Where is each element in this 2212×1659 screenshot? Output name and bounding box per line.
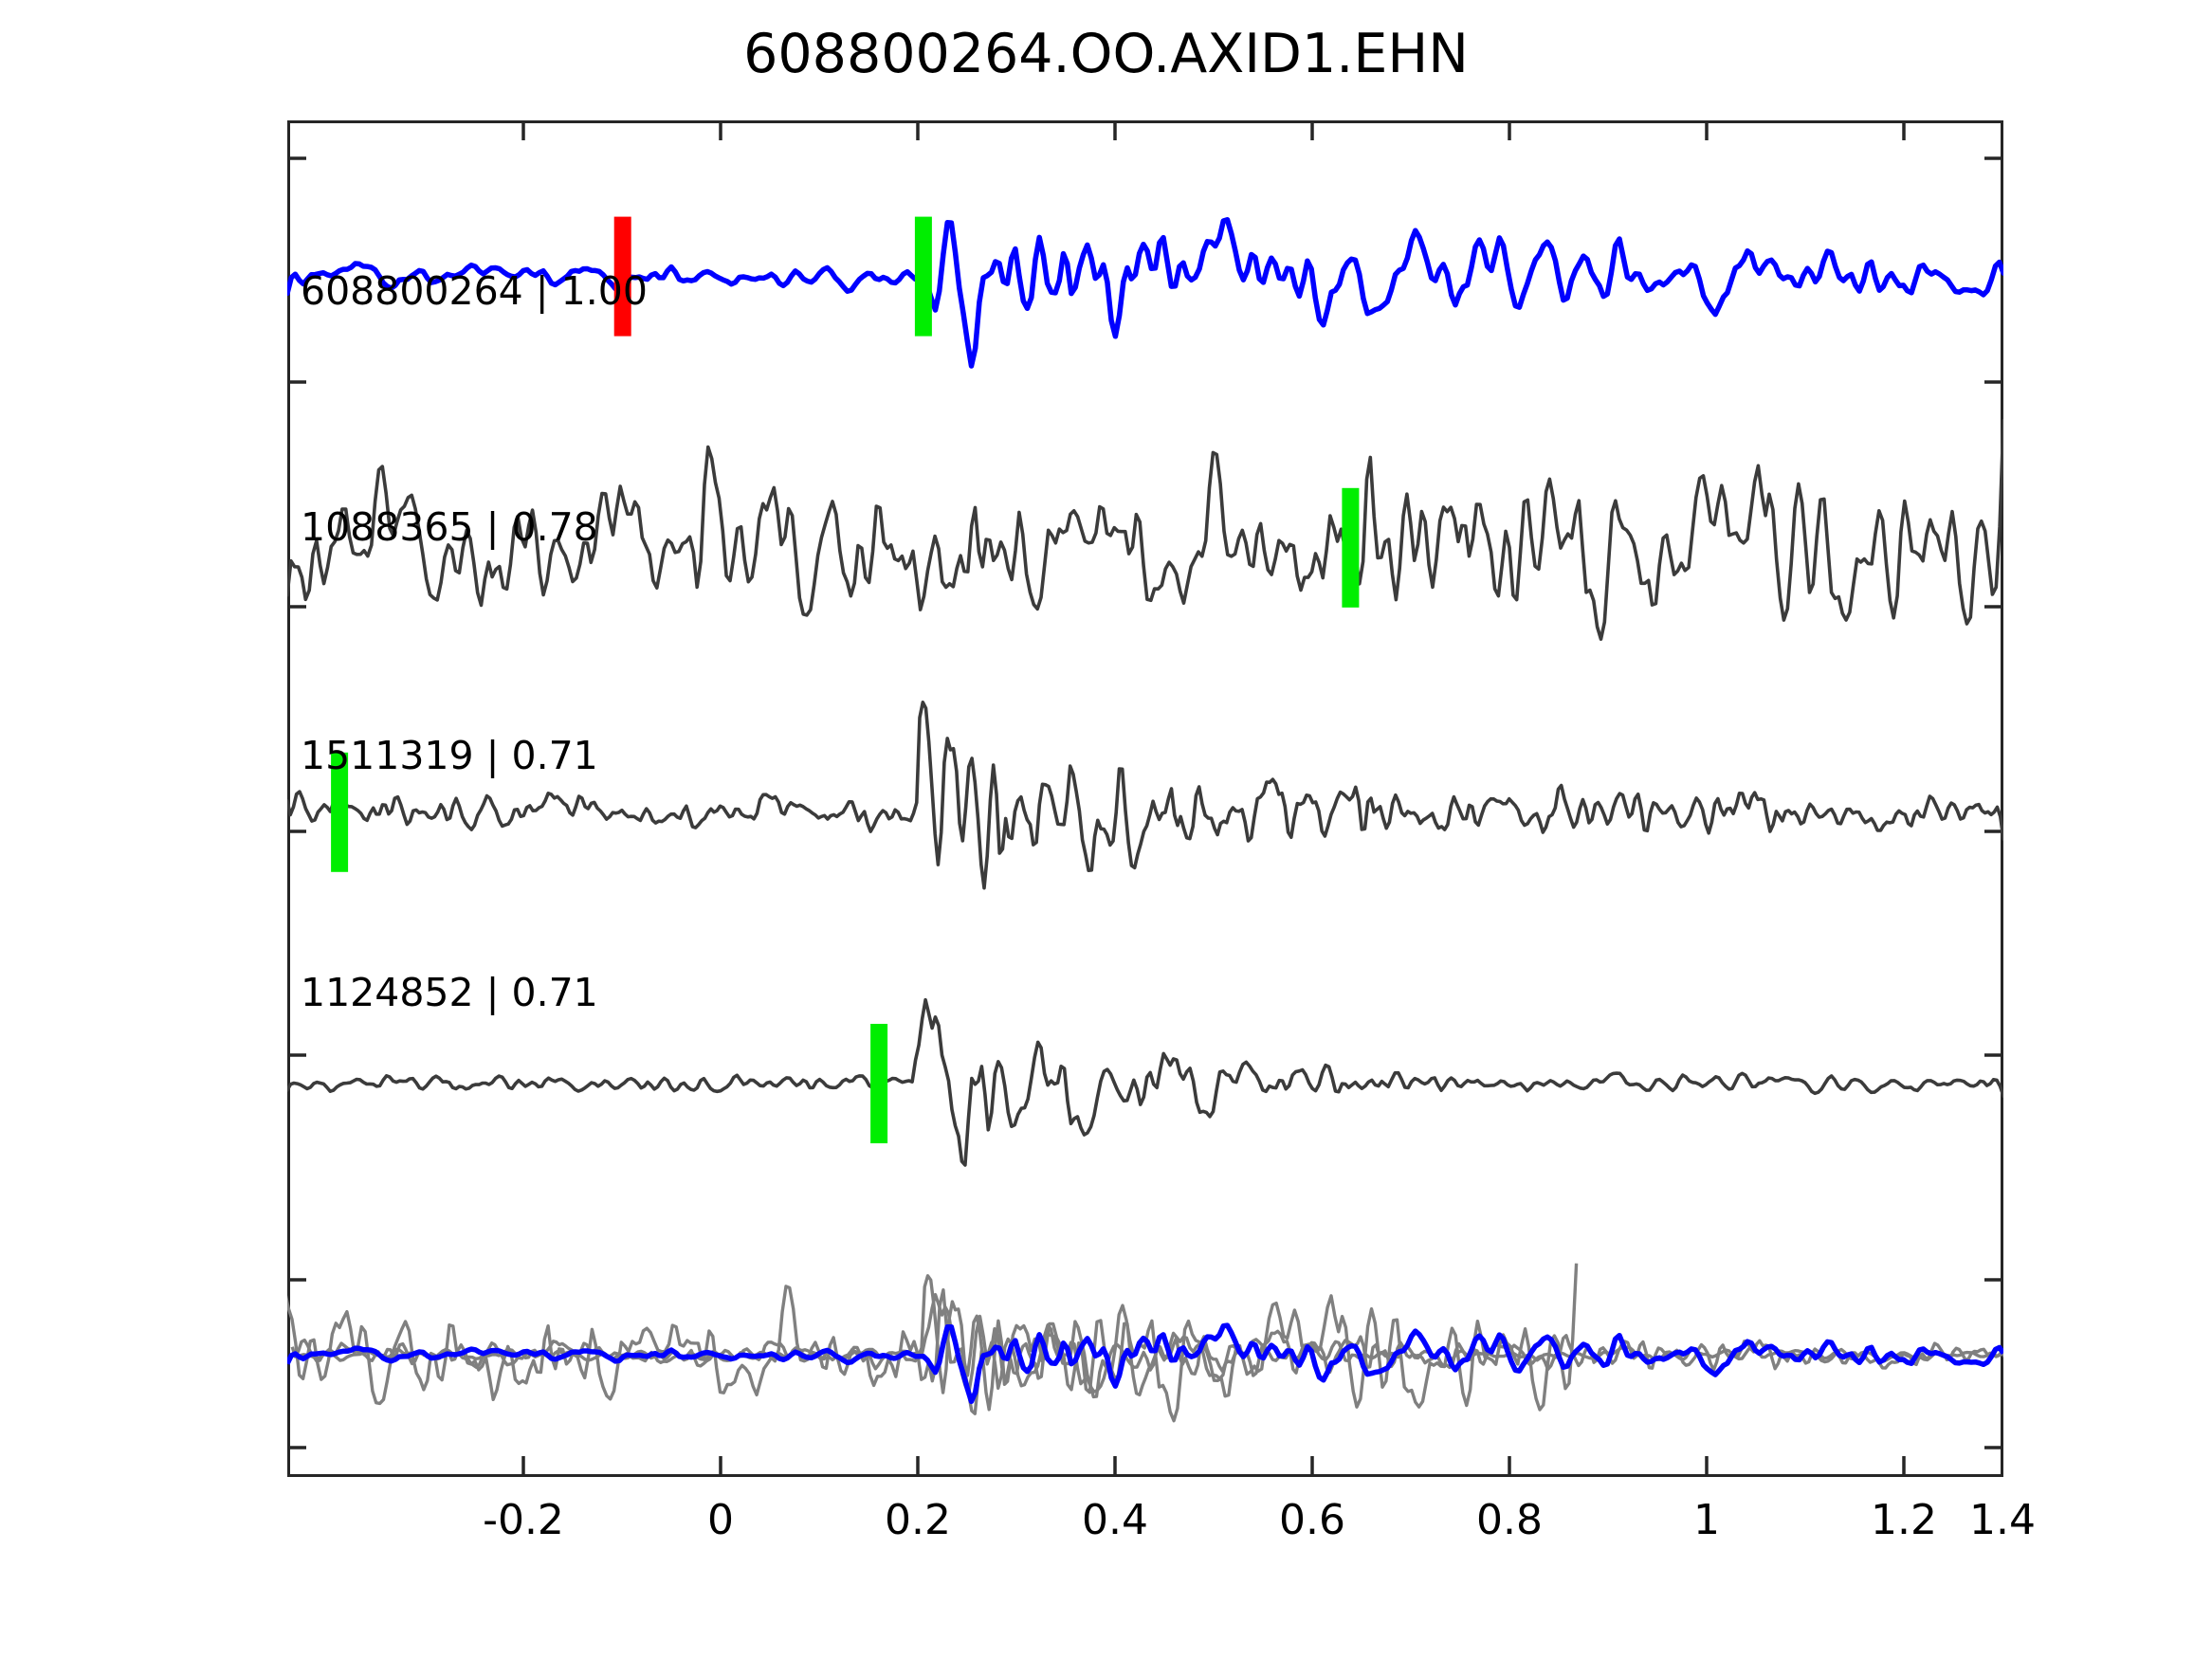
waveform-trace-1511319 [287, 700, 2003, 890]
overlay-trace-1124852 [296, 1292, 2003, 1415]
pick-marker-608800264 [914, 216, 932, 337]
xtick-label: -0.2 [483, 1496, 564, 1544]
pick-marker-1088365 [1342, 487, 1360, 608]
xtick-label: 0.2 [885, 1496, 951, 1544]
page-title: 608800264.OO.AXID1.EHN [743, 23, 1469, 85]
trace-label-1124852: 1124852 | 0.71 [301, 970, 598, 1015]
x-axis-ticks [521, 121, 2003, 1475]
waveform-trace-608800264 [287, 217, 2003, 369]
xtick-label: 1 [1693, 1496, 1720, 1544]
xtick-label: 1.2 [1871, 1496, 1937, 1544]
xtick-label: 0.8 [1476, 1496, 1543, 1544]
xtick-label: 1.4 [1969, 1496, 2036, 1544]
waveform-traces [287, 217, 2003, 1423]
overlay-trace-1088365 [287, 1263, 1579, 1423]
pick-marker-1124852 [870, 1024, 888, 1143]
trace-label-1511319: 1511319 | 0.71 [301, 733, 598, 778]
y-axis-ticks [287, 156, 2003, 1449]
waveform-trace-1088365 [287, 418, 2003, 642]
waveform-canvas [287, 120, 2003, 1477]
origin-marker-608800264 [613, 216, 631, 337]
xtick-label: 0.6 [1279, 1496, 1345, 1544]
trace-label-608800264: 608800264 | 1.00 [301, 268, 648, 314]
trace-label-1088365: 1088365 | 0.78 [301, 504, 598, 550]
xtick-label: 0 [707, 1496, 734, 1544]
xtick-label: 0.4 [1082, 1496, 1148, 1544]
plot-area [287, 120, 2003, 1477]
waveform-trace-1124852 [287, 997, 2003, 1167]
pick-markers [331, 216, 1360, 1143]
pick-marker-1511319 [331, 752, 349, 872]
overlay-trace-reference [287, 1322, 2003, 1405]
